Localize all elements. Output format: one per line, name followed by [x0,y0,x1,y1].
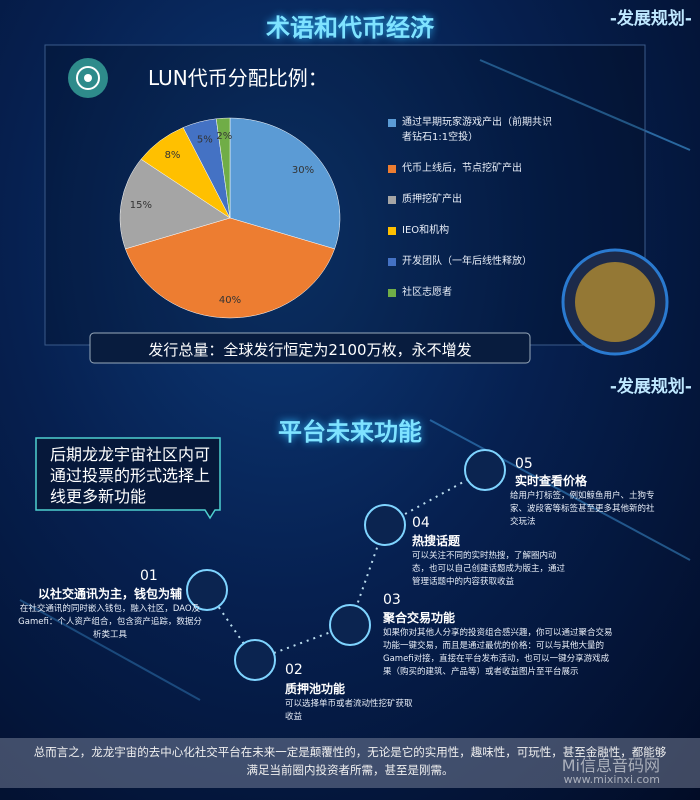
pie-slice [229,117,341,250]
tag: -发展规划- [609,377,692,397]
legend-swatch [388,227,396,235]
step-desc: 给用户打标签，例如鲸鱼用户、土狗专家、波段客等标签甚至更多其他新的社交玩法 [510,491,655,527]
slice-label: 8% [165,150,181,161]
legend: 通过早期玩家游戏产出（前期共识者钻石1:1空投） 代币上线后，节点挖矿产出 质押挖矿… [388,115,558,316]
step-title: 实时查看价格 [515,474,588,488]
legend-swatch [388,289,396,297]
section-title: 平台未来功能 [278,418,422,446]
step-title: 质押池功能 [285,682,346,696]
pie-chart: 30% 40% 15% 8% 5% 2% [119,117,341,319]
step-number: 05 [515,456,533,472]
pie-slice [119,158,231,250]
slice-label: 15% [130,200,152,211]
legend-label: 开发团队（一年后线性释放） [402,256,532,267]
pie-slice [125,217,335,319]
legend-swatch [388,119,396,127]
step-number: 01 [140,568,158,584]
slice-label: 40% [219,295,241,306]
step-number: 04 [412,515,430,531]
step-title: 热搜话题 [412,534,461,548]
legend-item: 社区志愿者 [388,285,558,300]
legend-label: 代币上线后，节点挖矿产出 [402,163,522,174]
pie-slice [215,117,231,219]
legend-item: IEO和机构 [388,223,558,238]
callout: 后期龙龙宇宙社区内可通过投票的形式选择上线更多新功能 [50,445,211,506]
chart-title: LUN代币分配比例： [148,66,328,90]
legend-label: IEO和机构 [402,225,450,236]
legend-label: 质押挖矿产出 [402,194,462,205]
legend-label: 社区志愿者 [402,287,452,298]
legend-item: 开发团队（一年后线性释放） [388,254,558,269]
legend-swatch [388,196,396,204]
legend-item: 质押挖矿产出 [388,192,558,207]
slice-label: 2% [216,131,232,142]
step-title: 聚合交易功能 [383,611,456,625]
step-desc: 可以选择单币或者流动性挖矿获取收益 [285,699,413,722]
legend-swatch [388,258,396,266]
step-desc: 在社交通讯的同时嵌入钱包，融入社区，DAO及Gamefi：个人资产组合，包含资产… [18,604,202,640]
watermark-url: www.mixinxi.com [563,773,660,786]
tag: -发展规划- [609,9,692,29]
step-desc: 可以关注不同的实时热搜，了解圈内动态，也可以自己创建话题成为版主，通过管理话题中… [412,551,566,587]
slice-label: 5% [197,134,213,145]
total-note: 发行总量：全球发行恒定为2100万枚，永不增发 [148,341,472,359]
step-number: 02 [285,662,303,678]
legend-item: 代币上线后，节点挖矿产出 [388,161,558,176]
summary: 总而言之，龙龙宇宙的去中心化社交平台在未来一定是颠覆性的，无论是它的实用性，趣味… [33,745,667,777]
legend-swatch [388,165,396,173]
slice-label: 30% [292,165,314,176]
legend-label: 通过早期玩家游戏产出（前期共识者钻石1:1空投） [402,117,552,143]
step-title: 以社交通讯为主，钱包为辅 [37,587,182,601]
watermark: Mi信息音码网 [561,756,660,775]
title: 术语和代币经济 [266,14,434,42]
step-number: 03 [383,592,401,608]
step-desc: 如果你对其他人分享的投资组合感兴趣，你可以通过聚合交易功能一键交易，而且是通过最… [383,628,613,677]
legend-item: 通过早期玩家游戏产出（前期共识者钻石1:1空投） [388,115,558,145]
